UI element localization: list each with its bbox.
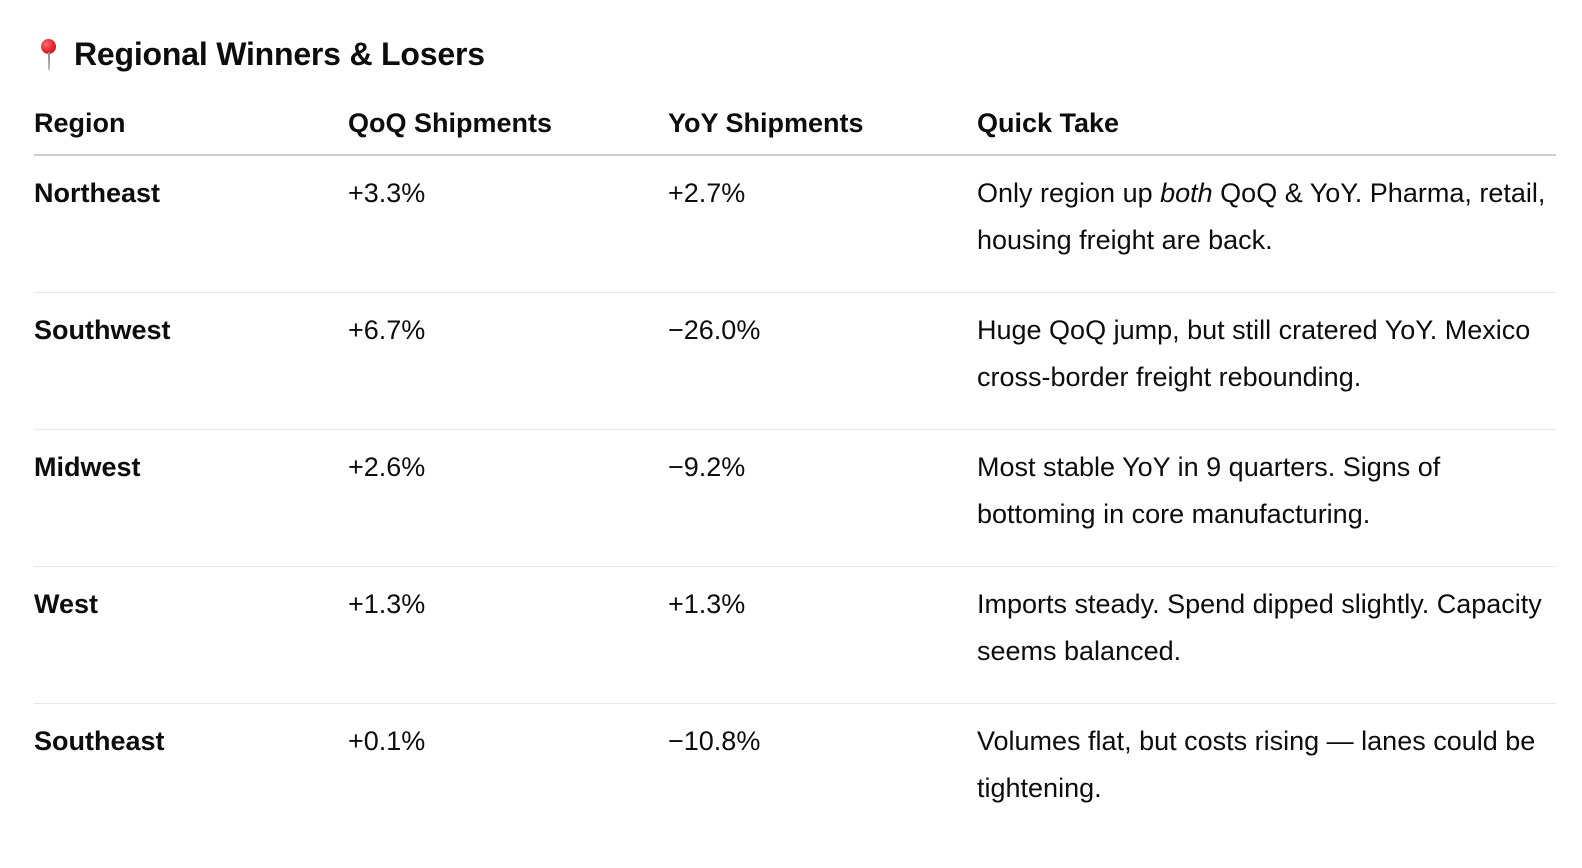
table-row: Southwest +6.7% −26.0% Huge QoQ jump, bu… <box>34 292 1556 430</box>
region-cell: Southeast <box>34 726 165 756</box>
quick-take-cell: Most stable YoY in 9 quarters. Signs of … <box>977 429 1556 567</box>
region-cell: Midwest <box>34 429 348 567</box>
quick-take-cell: Imports steady. Spend dipped slightly. C… <box>977 566 1556 704</box>
yoy-cell: −26.0% <box>668 292 977 430</box>
qoq-cell: +2.6% <box>348 429 668 567</box>
quick-take-cell: Volumes flat, but costs rising — lanes c… <box>977 726 1536 803</box>
region-cell: West <box>34 566 348 704</box>
yoy-cell: −10.8% <box>668 726 761 756</box>
yoy-cell: −9.2% <box>668 429 977 567</box>
table-row: Midwest +2.6% −9.2% Most stable YoY in 9… <box>34 429 1556 567</box>
quick-take-cell: Huge QoQ jump, but still cratered YoY. M… <box>977 292 1556 430</box>
table-row: Southeast +0.1% −10.8% Volumes flat, but… <box>34 704 1556 841</box>
region-cell: Southwest <box>34 292 348 430</box>
quick-take-cell: Only region up both QoQ & YoY. Pharma, r… <box>977 155 1556 293</box>
region-cell: Northeast <box>34 155 348 293</box>
table-header-row: Region QoQ Shipments YoY Shipments Quick… <box>34 96 1556 156</box>
qoq-cell: +1.3% <box>348 566 668 704</box>
table-row: West +1.3% +1.3% Imports steady. Spend d… <box>34 566 1556 704</box>
column-header-region: Region <box>34 96 348 156</box>
section-title: Regional Winners & Losers <box>74 35 485 72</box>
qoq-cell: +6.7% <box>348 292 668 430</box>
regional-table: Region QoQ Shipments YoY Shipments Quick… <box>34 96 1556 840</box>
column-header-quick-take: Quick Take <box>977 96 1556 156</box>
column-header-yoy: YoY Shipments <box>668 96 977 156</box>
yoy-cell: +2.7% <box>668 155 977 293</box>
section-heading: Regional Winners & Losers <box>34 34 485 74</box>
yoy-cell: +1.3% <box>668 566 977 704</box>
round-pushpin-icon <box>34 34 64 74</box>
table-row: Northeast +3.3% +2.7% Only region up bot… <box>34 155 1556 293</box>
qoq-cell: +3.3% <box>348 155 668 293</box>
qoq-cell: +0.1% <box>348 726 426 756</box>
column-header-qoq: QoQ Shipments <box>348 96 668 156</box>
